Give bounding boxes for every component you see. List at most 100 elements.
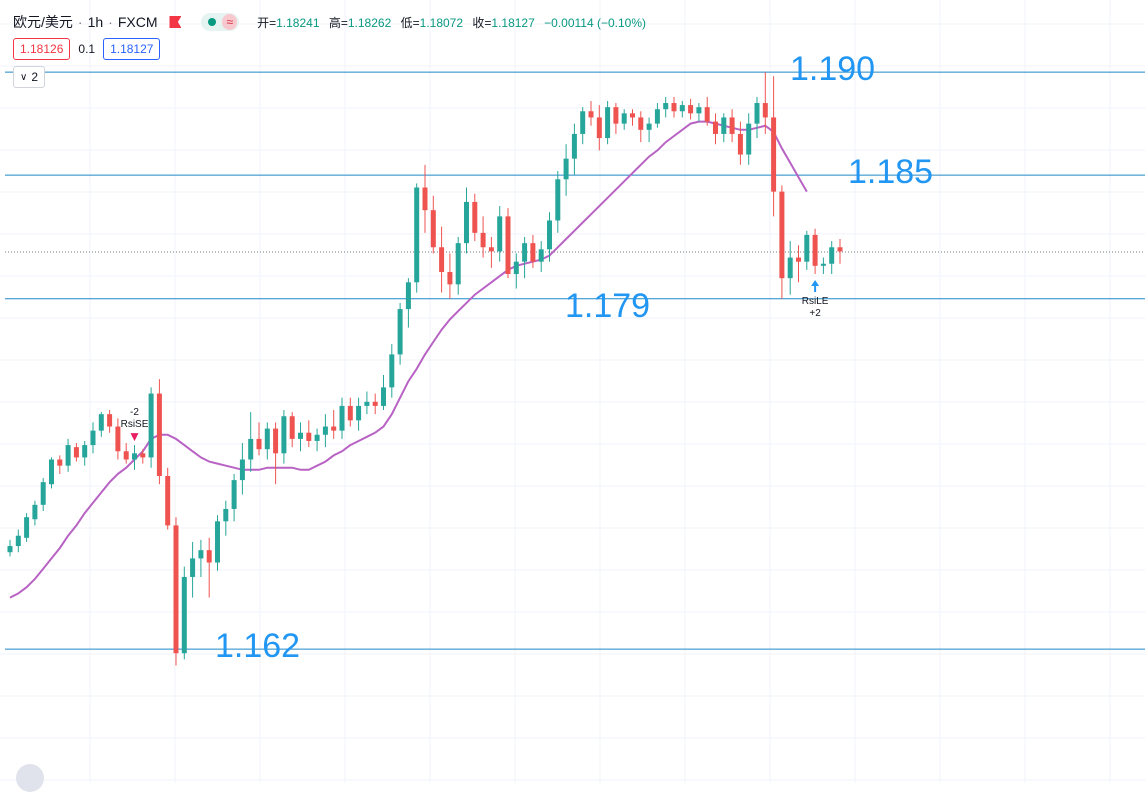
candle-body <box>563 158 569 180</box>
signal-qty: -2 <box>130 407 139 418</box>
candle <box>522 236 528 279</box>
flag-icon[interactable] <box>169 16 182 28</box>
candle-body <box>372 401 378 406</box>
candle-body <box>555 179 561 221</box>
bid-button[interactable]: 1.18126 <box>13 38 71 60</box>
status-chip[interactable]: ≈ <box>201 13 240 31</box>
candle-body <box>107 414 113 427</box>
candle-body <box>513 261 519 275</box>
horizontal-levels[interactable]: 1.190 1.185 1.179 1.162 <box>5 50 1145 665</box>
candle-body <box>688 105 694 114</box>
candle <box>571 123 577 176</box>
candle-body <box>439 247 445 272</box>
signal-label: RsiSE <box>121 419 149 430</box>
candle-body <box>397 309 403 355</box>
candle-body <box>497 216 503 252</box>
candle <box>90 422 96 454</box>
candle <box>65 438 71 472</box>
candle-body <box>289 416 295 439</box>
candle <box>256 422 262 456</box>
level-label: 1.185 <box>848 153 933 191</box>
candle <box>688 98 694 120</box>
candle <box>729 109 735 143</box>
candle <box>40 478 46 512</box>
candle <box>331 410 337 439</box>
candle <box>422 164 428 233</box>
candle <box>812 228 818 275</box>
symbol-name[interactable]: 欧元/美元 <box>13 14 73 30</box>
candle <box>405 278 411 328</box>
candle-body <box>165 475 171 526</box>
candle <box>57 455 63 474</box>
change-value: −0.00114 (−0.10%) <box>544 15 646 30</box>
candlestick-series[interactable] <box>7 72 843 666</box>
ask-button[interactable]: 1.18127 <box>103 38 161 60</box>
level-label: 1.162 <box>215 627 300 665</box>
candle <box>198 539 204 577</box>
high-label: 高 <box>328 15 341 30</box>
candle-body <box>223 508 229 522</box>
candle <box>746 113 752 165</box>
candle-body <box>206 550 212 563</box>
candle <box>381 375 386 411</box>
candle <box>165 467 171 530</box>
candle-body <box>281 416 287 454</box>
candle-body <box>73 447 79 458</box>
candle <box>563 144 569 196</box>
quote-row: 1.18126 0.1 1.18127 <box>13 38 161 60</box>
candle <box>713 113 718 145</box>
candle-body <box>356 405 362 421</box>
candle-body <box>40 482 46 505</box>
candle <box>430 195 436 254</box>
candle-body <box>90 430 96 446</box>
candle <box>115 418 121 460</box>
candle-body <box>605 107 611 139</box>
candle-body <box>306 432 312 441</box>
signal-qty: +2 <box>809 308 821 319</box>
source-label: FXCM <box>117 14 158 30</box>
candle <box>837 239 843 264</box>
candle-body <box>414 187 420 283</box>
candle <box>596 105 602 151</box>
interval-label[interactable]: 1h <box>87 14 104 30</box>
candle <box>215 515 220 571</box>
logo-icon[interactable] <box>16 764 44 792</box>
candle-body <box>613 107 619 124</box>
candle-body <box>198 550 204 559</box>
candle <box>322 414 328 448</box>
indicators-toggle[interactable]: ∨ 2 <box>13 66 45 88</box>
candle <box>804 230 810 270</box>
candle <box>82 440 88 466</box>
candle-body <box>530 243 536 262</box>
candle <box>613 103 619 134</box>
candle <box>547 212 552 262</box>
candle-body <box>339 405 345 431</box>
candle <box>190 541 196 598</box>
candle <box>787 241 793 295</box>
candle-body <box>804 234 810 262</box>
candle <box>754 96 760 139</box>
candle <box>497 206 503 262</box>
candle <box>488 236 494 268</box>
candle <box>414 183 420 293</box>
legend-header: 欧元/美元 · 1h · FXCM ≈ 开=1.18241 高=1.18262 … <box>13 8 652 36</box>
candle-body <box>538 249 544 262</box>
candle <box>223 500 229 536</box>
candle-body <box>231 480 237 509</box>
candle <box>140 449 146 464</box>
candle-body <box>82 445 88 458</box>
candle-body <box>298 432 303 439</box>
candle-body <box>389 354 395 388</box>
low-value: 1.18072 <box>419 15 464 30</box>
candle <box>289 412 295 448</box>
open-value: 1.18241 <box>276 15 320 30</box>
candle <box>580 107 586 145</box>
candle <box>372 393 378 415</box>
candle-body <box>787 257 793 279</box>
candle <box>248 412 254 472</box>
candle-body <box>98 414 104 431</box>
candle <box>397 302 403 365</box>
